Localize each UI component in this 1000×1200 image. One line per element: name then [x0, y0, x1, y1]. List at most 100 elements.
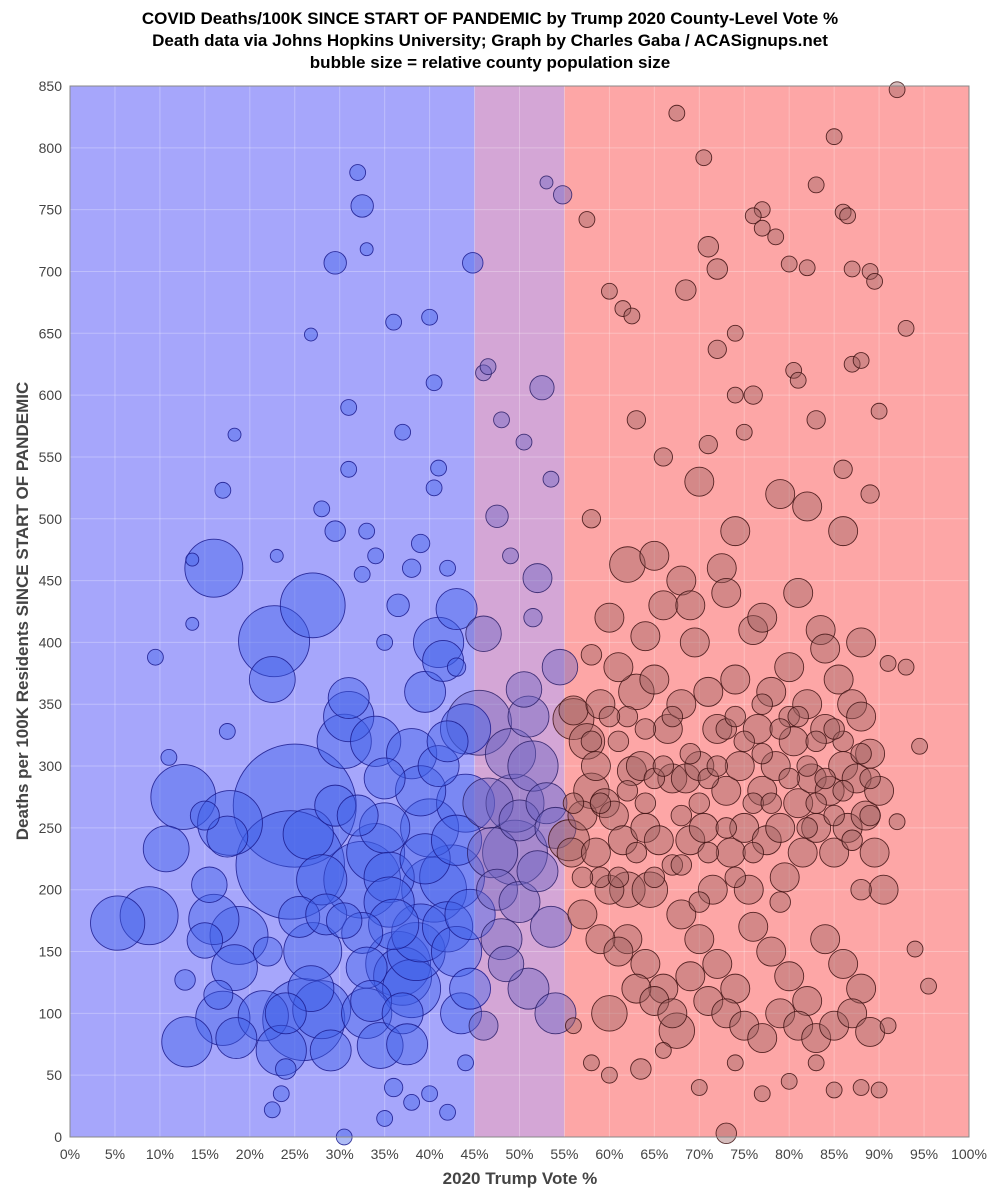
data-point — [279, 572, 346, 639]
data-point — [819, 1010, 850, 1041]
data-point — [227, 427, 242, 442]
data-point — [626, 410, 646, 430]
data-point — [648, 590, 679, 621]
data-point — [825, 1081, 843, 1099]
data-point — [747, 1023, 778, 1054]
data-point — [580, 730, 603, 753]
data-point — [401, 558, 422, 578]
data-point — [232, 743, 357, 868]
data-point — [684, 466, 715, 497]
data-point — [327, 677, 370, 720]
data-point — [410, 533, 431, 554]
data-point — [859, 837, 890, 868]
x-tick-label: 45% — [461, 1146, 489, 1162]
data-point — [449, 967, 492, 1010]
data-point — [591, 995, 628, 1032]
data-point — [666, 899, 697, 930]
data-point — [806, 410, 826, 430]
data-point — [643, 767, 666, 790]
data-point — [852, 1079, 870, 1096]
data-point — [399, 833, 451, 885]
data-point — [807, 1054, 825, 1072]
title-line-1: COVID Deaths/100K SINCE START OF PANDEMI… — [142, 9, 838, 28]
data-point — [726, 386, 744, 404]
data-point — [468, 1010, 499, 1041]
data-point — [653, 447, 673, 467]
x-tick-label: 30% — [326, 1146, 354, 1162]
data-point — [832, 812, 863, 843]
data-point — [262, 978, 346, 1061]
data-point — [282, 808, 334, 860]
data-point — [697, 841, 719, 864]
x-tick-label: 70% — [685, 1146, 713, 1162]
data-point — [859, 804, 881, 827]
data-point — [278, 895, 321, 938]
data-point — [868, 874, 899, 905]
data-point — [634, 792, 657, 814]
data-point — [643, 825, 674, 856]
data-point — [801, 1023, 832, 1054]
data-point — [688, 812, 719, 843]
data-point — [780, 255, 798, 273]
data-point — [679, 627, 710, 658]
data-point — [367, 547, 385, 565]
chart-title: COVID Deaths/100K SINCE START OF PANDEMI… — [142, 9, 838, 72]
data-point — [581, 509, 602, 529]
data-point — [465, 615, 502, 652]
data-point — [625, 841, 648, 864]
data-point — [879, 1017, 897, 1035]
data-point — [792, 491, 823, 522]
data-point — [634, 718, 657, 740]
data-point — [336, 794, 379, 837]
data-point — [313, 500, 331, 518]
data-point — [733, 730, 755, 753]
background-band-2 — [564, 86, 969, 1137]
data-point — [413, 616, 465, 668]
data-point — [439, 703, 492, 755]
data-point — [837, 998, 868, 1029]
x-tick-label: 50% — [505, 1146, 533, 1162]
data-point — [90, 895, 146, 951]
data-point — [272, 1085, 290, 1103]
data-point — [263, 1101, 281, 1119]
data-point — [466, 827, 519, 879]
data-point — [897, 658, 915, 676]
data-point — [562, 792, 585, 814]
data-point — [789, 371, 807, 389]
data-point — [440, 992, 483, 1035]
data-point — [601, 1066, 618, 1084]
data-point — [823, 664, 854, 695]
data-point — [185, 616, 200, 631]
x-tick-label: 55% — [550, 1146, 578, 1162]
data-point — [484, 728, 537, 780]
data-point — [738, 615, 769, 645]
data-point — [174, 969, 196, 991]
x-tick-label: 10% — [146, 1146, 174, 1162]
data-point — [571, 866, 594, 889]
data-point — [753, 1085, 771, 1103]
data-point — [697, 767, 719, 790]
data-point — [215, 1017, 258, 1060]
data-point — [661, 854, 684, 876]
data-point — [583, 1054, 600, 1072]
data-point — [879, 655, 897, 672]
data-point — [769, 718, 791, 740]
data-point — [846, 973, 877, 1004]
data-point — [188, 893, 240, 945]
data-point — [589, 866, 612, 889]
data-point — [539, 175, 554, 190]
data-point — [774, 961, 805, 992]
y-tick-label: 0 — [54, 1129, 62, 1145]
data-point — [769, 891, 791, 913]
data-point — [391, 903, 451, 963]
y-tick-label: 350 — [39, 696, 63, 712]
data-point — [150, 764, 217, 830]
data-point — [668, 104, 686, 122]
data-point — [841, 829, 863, 851]
data-point — [743, 385, 763, 405]
data-point — [661, 705, 684, 728]
data-point — [753, 219, 771, 237]
data-point — [756, 936, 787, 967]
data-point — [425, 374, 443, 392]
data-point — [805, 730, 827, 753]
